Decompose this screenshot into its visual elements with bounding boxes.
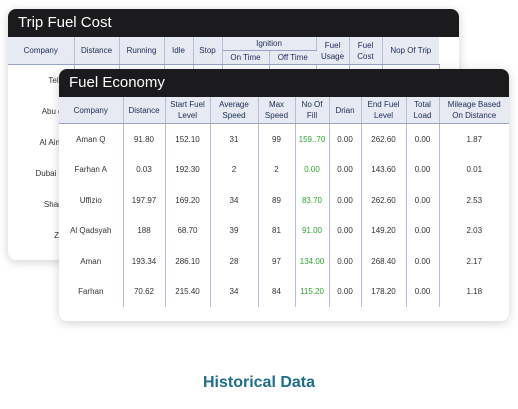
end-fuel-level-cell: 268.40 bbox=[361, 246, 407, 277]
column-header-drian[interactable]: Drian bbox=[329, 97, 362, 124]
start-fuel-level-cell: 215.40 bbox=[165, 276, 211, 307]
start-fuel-level-cell: 169.20 bbox=[165, 185, 211, 216]
average-speed-cell: 28 bbox=[210, 246, 259, 277]
column-header-total-load[interactable]: Total Load bbox=[406, 97, 440, 124]
company-cell: Farhan bbox=[59, 276, 124, 307]
total-load-cell: 0.00 bbox=[406, 123, 440, 155]
end-fuel-level-cell: 143.60 bbox=[361, 154, 407, 185]
end-fuel-level-cell: 178.20 bbox=[361, 276, 407, 307]
start-fuel-level-cell: 286.10 bbox=[165, 246, 211, 277]
table-row[interactable]: Uffizio 197.97 169.20 34 89 83.70 0.00 262.60 0.… bbox=[59, 185, 509, 216]
max-speed-cell: 84 bbox=[258, 276, 296, 307]
column-header-on-time[interactable]: On Time bbox=[222, 50, 270, 65]
start-fuel-level-cell: 192.30 bbox=[165, 154, 211, 185]
average-speed-cell: 39 bbox=[210, 215, 259, 246]
average-speed-cell: 34 bbox=[210, 185, 259, 216]
no-of-fill-cell: 134.00 bbox=[295, 246, 330, 277]
end-fuel-level-cell: 262.60 bbox=[361, 123, 407, 155]
column-header-start-fuel-level[interactable]: Start Fuel Level bbox=[165, 97, 211, 124]
no-of-fill-cell: 91.00 bbox=[295, 215, 330, 246]
trip-fuel-cost-title: Trip Fuel Cost bbox=[8, 9, 459, 37]
average-speed-cell: 31 bbox=[210, 123, 259, 155]
total-load-cell: 0.00 bbox=[406, 276, 440, 307]
drian-cell: 0.00 bbox=[329, 276, 362, 307]
start-fuel-level-cell: 152.10 bbox=[165, 123, 211, 155]
distance-cell: 193.34 bbox=[123, 246, 166, 277]
column-header-off-time[interactable]: Off Time bbox=[269, 50, 317, 65]
distance-cell: 188 bbox=[123, 215, 166, 246]
distance-cell: 0.03 bbox=[123, 154, 166, 185]
table-row[interactable]: Al Qadsyah 188 68.70 39 81 91.00 0.00 149.20 0.0… bbox=[59, 215, 509, 246]
column-header-max-speed[interactable]: Max Speed bbox=[258, 97, 296, 124]
end-fuel-level-cell: 149.20 bbox=[361, 215, 407, 246]
company-cell: Uffizio bbox=[59, 185, 124, 216]
company-cell: Farhan A bbox=[59, 154, 124, 185]
column-header-end-fuel-level[interactable]: End Fuel Level bbox=[361, 97, 407, 124]
distance-cell: 91.80 bbox=[123, 123, 166, 155]
end-fuel-level-cell: 262.60 bbox=[361, 185, 407, 216]
drian-cell: 0.00 bbox=[329, 185, 362, 216]
table-row[interactable]: Farhan A 0.03 192.30 2 2 0.00 0.00 143.60 0.00 0.… bbox=[59, 154, 509, 185]
mileage-based-on-distance-cell: 1.18 bbox=[466, 287, 483, 297]
historical-data-label: Historical Data bbox=[202, 374, 316, 391]
column-header-idle[interactable]: Idle bbox=[164, 37, 194, 65]
fuel-economy-title: Fuel Economy bbox=[59, 69, 509, 97]
table-row[interactable]: Farhan 70.62 215.40 34 84 115.20 0.00 178.20 0.0… bbox=[59, 276, 509, 307]
mileage-based-on-distance-cell: 0.01 bbox=[466, 165, 483, 175]
company-cell: Aman Q bbox=[59, 123, 124, 155]
drian-cell: 0.00 bbox=[329, 246, 362, 277]
total-load-cell: 0.00 bbox=[406, 185, 440, 216]
distance-cell: 70.62 bbox=[123, 276, 166, 307]
no-of-fill-cell: 83.70 bbox=[295, 185, 330, 216]
column-header-company[interactable]: Company bbox=[59, 97, 124, 124]
column-header-stop[interactable]: Stop bbox=[193, 37, 223, 65]
column-header-distance[interactable]: Distance bbox=[74, 37, 120, 65]
table-row[interactable]: Aman 193.34 286.10 28 97 134.00 0.00 268.40 0.00… bbox=[59, 246, 509, 277]
column-header-company[interactable]: Company bbox=[8, 37, 75, 65]
max-speed-cell: 97 bbox=[258, 246, 296, 277]
max-speed-cell: 81 bbox=[258, 215, 296, 246]
mileage-based-on-distance-cell: 2.03 bbox=[466, 226, 483, 236]
no-of-fill-cell: 0.00 bbox=[295, 154, 330, 185]
max-speed-cell: 99 bbox=[258, 123, 296, 155]
mileage-based-on-distance-cell: 2.17 bbox=[466, 256, 483, 266]
mileage-based-on-distance-cell: 2.53 bbox=[466, 195, 483, 205]
column-header-average-speed[interactable]: Average Speed bbox=[210, 97, 259, 124]
no-of-fill-cell: 159..70 bbox=[295, 123, 330, 155]
drian-cell: 0.00 bbox=[329, 123, 362, 155]
column-header-nop-of-trip[interactable]: Nop Of Trip bbox=[382, 37, 440, 65]
no-of-fill-cell: 115.20 bbox=[295, 276, 330, 307]
column-header-no-of-fill[interactable]: No Of Fill bbox=[295, 97, 330, 124]
total-load-cell: 0.00 bbox=[406, 246, 440, 277]
max-speed-cell: 2 bbox=[258, 154, 296, 185]
fuel-economy-card: Fuel Economy Company Distance Start Fuel L… bbox=[59, 69, 509, 321]
max-speed-cell: 89 bbox=[258, 185, 296, 216]
column-header-distance[interactable]: Distance bbox=[123, 97, 166, 124]
company-cell: Aman bbox=[59, 246, 124, 277]
column-header-fuel-usage[interactable]: Fuel Usage bbox=[316, 37, 350, 65]
company-cell: Al Qadsyah bbox=[59, 215, 124, 246]
column-header-ignition[interactable]: Ignition bbox=[222, 37, 317, 51]
table-row[interactable]: Aman Q 91.80 152.10 31 99 159..70 0.00 262.60 0.… bbox=[59, 123, 509, 155]
fuel-economy-table: Company Distance Start Fuel Level Average S… bbox=[59, 97, 509, 307]
average-speed-cell: 34 bbox=[210, 276, 259, 307]
total-load-cell: 0.00 bbox=[406, 154, 440, 185]
column-header-running[interactable]: Running bbox=[119, 37, 165, 65]
start-fuel-level-cell: 68.70 bbox=[165, 215, 211, 246]
column-header-fuel-cost[interactable]: Fuel Cost bbox=[349, 37, 383, 65]
drian-cell: 0.00 bbox=[329, 154, 362, 185]
drian-cell: 0.00 bbox=[329, 215, 362, 246]
mileage-based-on-distance-cell: 1.87 bbox=[466, 134, 483, 144]
distance-cell: 197.97 bbox=[123, 185, 166, 216]
average-speed-cell: 2 bbox=[210, 154, 259, 185]
column-header-mileage-based-on-distance[interactable]: Mileage Based On Distance bbox=[439, 97, 509, 124]
total-load-cell: 0.00 bbox=[406, 215, 440, 246]
